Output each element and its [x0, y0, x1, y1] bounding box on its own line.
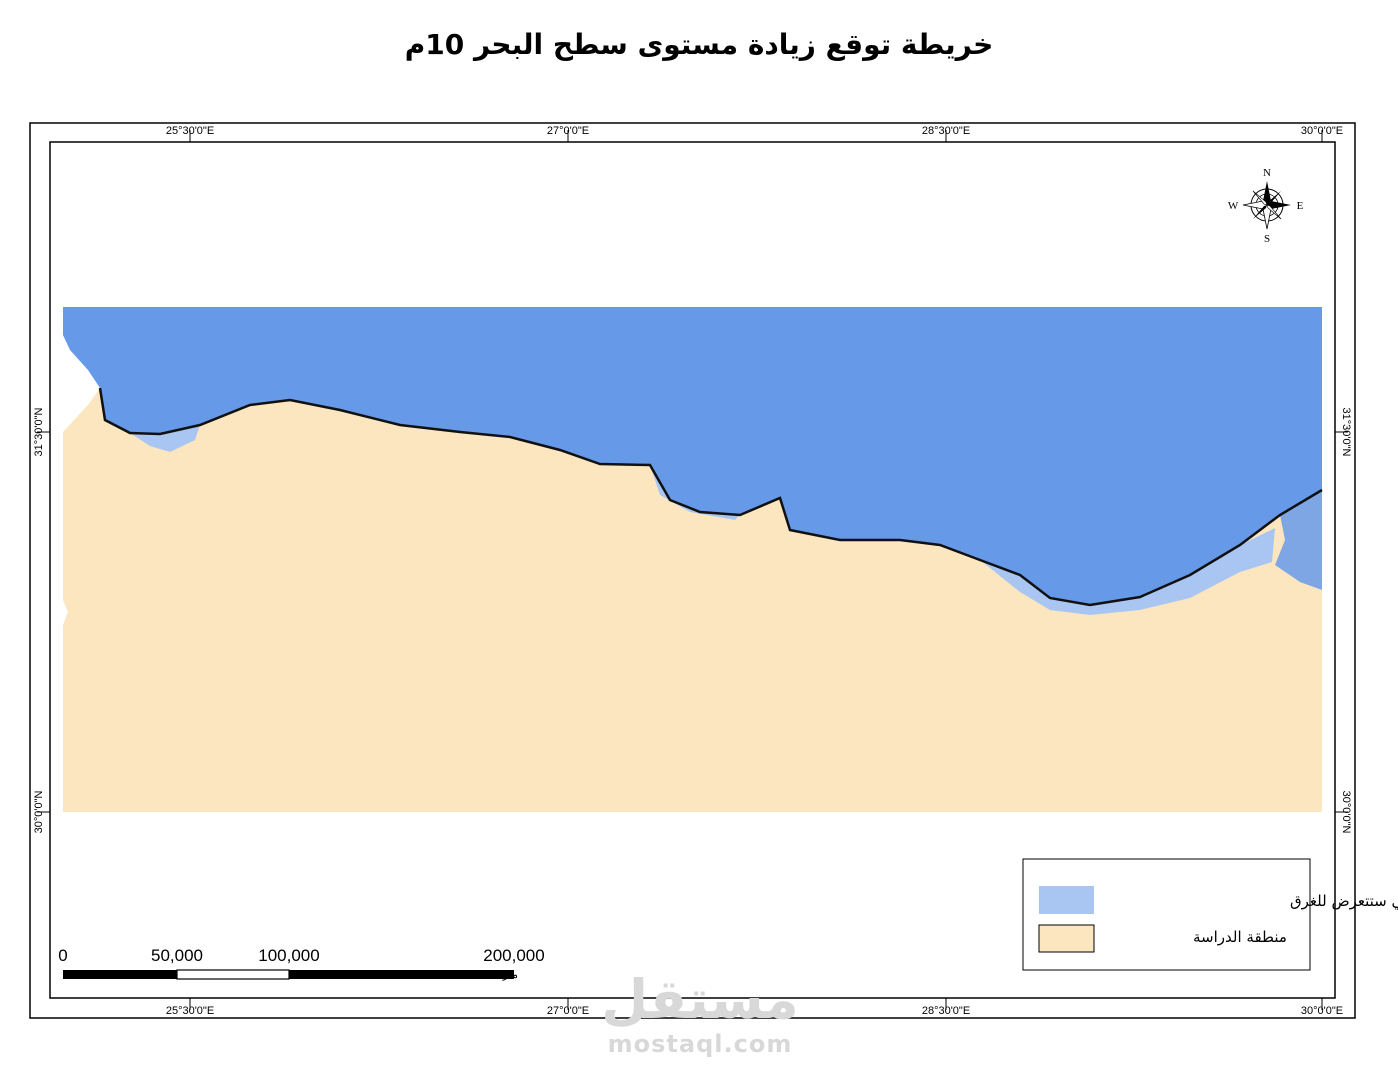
scale-segment-3: [289, 970, 514, 979]
legend-label-flood: المناطق التي ستتعرض للغرق: [1290, 892, 1398, 911]
compass-point-north: [1263, 181, 1271, 205]
lon-label-bottom-3: 28°30'0"E: [922, 1005, 970, 1017]
scale-label-0: 0: [58, 946, 67, 965]
coastline: [98, 387, 1323, 607]
lat-label-left-1: 31°30'0"N: [33, 407, 45, 456]
lon-label-top-4: 30°0'0"E: [1301, 125, 1343, 137]
compass-north-label: N: [1263, 167, 1271, 179]
map-title: خريطة توقع زيادة مستوى سطح البحر 10م: [404, 28, 994, 61]
scale-label-200000: 200,000: [483, 946, 544, 965]
bottom-longitude-ticks: 25°30'0"E 27°0'0"E 28°30'0"E 30°0'0"E: [166, 998, 1343, 1017]
compass-rose-icon: N S E W: [1228, 167, 1304, 245]
lon-label-top-3: 28°30'0"E: [922, 125, 970, 137]
lon-label-bottom-1: 25°30'0"E: [166, 1005, 214, 1017]
lon-label-bottom-2: 27°0'0"E: [547, 1005, 589, 1017]
inner-frame: [49, 141, 1336, 999]
compass-east-label: E: [1297, 200, 1304, 212]
outer-frame: [29, 122, 1356, 1019]
lon-label-top-2: 27°0'0"E: [547, 125, 589, 137]
lon-label-top-1: 25°30'0"E: [166, 125, 214, 137]
watermark-logo: مستقل: [601, 968, 799, 1031]
compass-point-ne: [1267, 191, 1281, 205]
watermark: مستقل mostaql.com: [600, 968, 800, 1059]
scale-bar: 0 50,000 100,000 200,000 متر: [58, 946, 544, 981]
scale-label-50000: 50,000: [151, 946, 203, 965]
compass-west-label: W: [1228, 200, 1239, 212]
scale-segment-2: [176, 969, 290, 980]
flood-zone-delta: [1275, 490, 1322, 590]
top-longitude-ticks: 25°30'0"E 27°0'0"E 28°30'0"E 30°0'0"E: [166, 125, 1343, 142]
compass-point-east: [1267, 201, 1291, 209]
watermark-url: mostaql.com: [607, 1030, 793, 1058]
left-latitude-ticks: 31°30'0"N 30°0'0"N: [33, 407, 50, 833]
legend-box: [1022, 858, 1311, 971]
right-latitude-ticks: 31°30'0"N 30°0'0"N: [1335, 408, 1352, 834]
study-area-land: [63, 388, 1322, 812]
lat-label-right-2: 30°0'0"N: [1340, 791, 1352, 834]
lon-label-bottom-4: 30°0'0"E: [1301, 1005, 1343, 1017]
scale-unit: متر: [502, 969, 518, 981]
compass-point-sw: [1253, 205, 1267, 219]
compass-south-label: S: [1264, 233, 1270, 245]
scale-label-100000: 100,000: [258, 946, 319, 965]
legend-label-study-area: منطقة الدراسة: [1193, 928, 1287, 946]
map-body: [63, 307, 1323, 812]
lat-label-left-2: 30°0'0"N: [33, 791, 45, 834]
flood-zone-east: [980, 528, 1275, 615]
flood-zone-west: [130, 425, 200, 452]
legend-swatch-flood: [1039, 886, 1094, 914]
lat-label-right-1: 31°30'0"N: [1340, 408, 1352, 457]
legend: المناطق التي ستتعرض للغرق منطقة الدراسة: [1022, 858, 1398, 971]
legend-swatch-study-area: [1038, 924, 1095, 953]
sea-area: [63, 307, 1322, 605]
scale-segment-1: [63, 970, 177, 979]
compass-point-nw: [1252, 190, 1268, 206]
